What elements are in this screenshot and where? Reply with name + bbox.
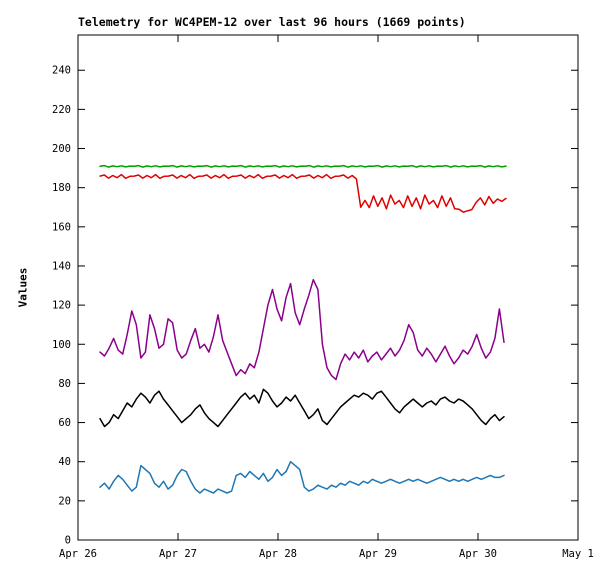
plot-border <box>77 34 579 541</box>
y-tick-label: 80 <box>58 378 71 390</box>
y-tick-label: 180 <box>52 182 71 194</box>
y-tick-label: 160 <box>52 221 71 233</box>
x-tick-label: Apr 26 <box>59 548 97 560</box>
chart-title: Telemetry for WC4PEM-12 over last 96 hou… <box>78 15 466 29</box>
series-red-step <box>99 173 507 213</box>
y-tick-label: 60 <box>58 417 71 429</box>
x-tick-label: Apr 29 <box>359 548 397 560</box>
y-axis-label: Values <box>16 267 30 308</box>
x-tick-label: Apr 30 <box>459 548 497 560</box>
y-tick-label: 0 <box>65 535 71 547</box>
series-black-low <box>99 388 505 428</box>
y-tick-label: 20 <box>58 495 71 507</box>
series-blue-bottom <box>99 460 505 494</box>
y-tick-label: 140 <box>52 260 71 272</box>
x-tick-label: Apr 28 <box>259 548 297 560</box>
x-tick-label: May 1 <box>562 548 594 560</box>
y-tick-label: 40 <box>58 456 71 468</box>
y-tick-label: 200 <box>52 143 71 155</box>
series-green-flat <box>99 164 507 168</box>
y-tick-label: 220 <box>52 104 71 116</box>
y-tick-label: 240 <box>52 65 71 77</box>
y-tick-label: 100 <box>52 339 71 351</box>
x-tick-label: Apr 27 <box>159 548 197 560</box>
y-axis-label-wrap: Values <box>12 35 34 540</box>
series-purple-mid <box>99 278 505 381</box>
y-tick-label: 120 <box>52 300 71 312</box>
